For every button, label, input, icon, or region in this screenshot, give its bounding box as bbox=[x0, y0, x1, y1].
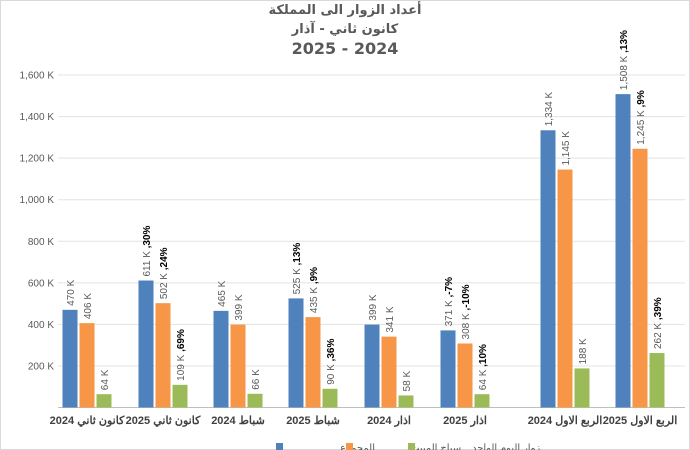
data-label: 1,245 K ,9% bbox=[636, 90, 647, 145]
data-label: 188 K bbox=[578, 338, 589, 364]
change-label: ,24% bbox=[159, 247, 170, 273]
data-label: 1,334 K bbox=[544, 91, 555, 126]
category-label: شباط 2025 bbox=[286, 415, 340, 427]
data-label: 470 K bbox=[66, 279, 77, 305]
y-tick-label: 600 K bbox=[28, 278, 54, 289]
bar bbox=[474, 394, 490, 408]
bar bbox=[138, 280, 154, 408]
change-label: ,13% bbox=[619, 30, 630, 56]
bar bbox=[230, 324, 246, 408]
bar bbox=[398, 395, 414, 408]
y-tick-label: 800 K bbox=[28, 237, 54, 248]
data-label: 1,508 K ,13% bbox=[619, 30, 630, 90]
y-tick-label: 1,600 K bbox=[20, 71, 55, 82]
y-tick-label: 1,400 K bbox=[20, 112, 55, 123]
bar bbox=[364, 324, 380, 408]
chart-title-line-1: أعداد الزوار الى المملكة bbox=[268, 1, 421, 18]
change-label: ,-10% bbox=[461, 284, 472, 313]
bar bbox=[457, 343, 473, 408]
change-label: ,39% bbox=[653, 297, 664, 323]
bar bbox=[172, 384, 188, 408]
chart-title-line-3: 2025 - 2024 bbox=[292, 39, 399, 58]
data-label: 465 K bbox=[217, 280, 228, 306]
category-label: اذار 2024 bbox=[367, 415, 411, 427]
change-label: ,30% bbox=[142, 225, 153, 251]
bar bbox=[557, 169, 573, 408]
bar bbox=[632, 148, 648, 408]
change-label: ,-7% bbox=[444, 277, 455, 300]
legend-swatch bbox=[408, 443, 415, 450]
category-label: الربع الاول 2024 bbox=[528, 415, 603, 427]
data-label: 341 K bbox=[385, 306, 396, 332]
data-label: 406 K bbox=[83, 293, 94, 319]
change-label: ,36% bbox=[326, 339, 337, 365]
data-label: 435 K ,9% bbox=[309, 267, 320, 313]
category-label: شباط 2024 bbox=[211, 415, 265, 427]
bar bbox=[96, 394, 112, 408]
legend-label: زوار اليوم الواحد bbox=[472, 443, 540, 450]
y-tick-label: 400 K bbox=[28, 320, 54, 331]
change-label: ,9% bbox=[636, 90, 647, 110]
data-label: 399 K bbox=[234, 294, 245, 320]
change-label: ,10% bbox=[478, 344, 489, 370]
data-label: 90 K ,36% bbox=[326, 339, 337, 385]
legend-label: سياح المبيت bbox=[410, 443, 461, 450]
category-label: كانون ثاني 2025 bbox=[126, 415, 201, 428]
data-label: 611 K ,30% bbox=[142, 225, 153, 276]
bar bbox=[615, 94, 631, 408]
bar bbox=[213, 310, 229, 408]
bar bbox=[79, 323, 95, 408]
bar bbox=[62, 309, 78, 408]
bar bbox=[247, 393, 263, 408]
data-label: 66 K bbox=[251, 369, 262, 390]
bar bbox=[305, 317, 321, 408]
change-label: ,69% bbox=[176, 329, 187, 355]
bar bbox=[288, 298, 304, 408]
category-label: اذار 2025 bbox=[443, 415, 487, 427]
y-tick-label: 1,000 K bbox=[20, 195, 55, 206]
change-label: ,9% bbox=[309, 267, 320, 287]
bar bbox=[155, 303, 171, 408]
data-label: 371 K ,-7% bbox=[444, 277, 455, 327]
data-label: 1,145 K bbox=[561, 131, 572, 166]
bar bbox=[322, 388, 338, 408]
data-label: 399 K bbox=[368, 294, 379, 320]
legend-swatch bbox=[346, 443, 353, 450]
bar bbox=[440, 330, 456, 408]
data-label: 502 K ,24% bbox=[159, 247, 170, 299]
y-tick-label: 1,200 K bbox=[20, 154, 55, 165]
data-label: 109 K ,69% bbox=[176, 329, 187, 381]
data-label: 58 K bbox=[402, 371, 413, 392]
chart-title-line-2: كانون ثاني - آذار bbox=[291, 20, 399, 37]
data-label: 64 K bbox=[100, 369, 111, 390]
category-label: الربع الاول 2025 bbox=[603, 415, 678, 427]
bar bbox=[381, 336, 397, 408]
legend-swatch bbox=[276, 443, 283, 450]
bar bbox=[649, 353, 665, 408]
data-label: 308 K ,-10% bbox=[461, 284, 472, 339]
data-label: 525 K ,13% bbox=[292, 243, 303, 295]
change-label: ,13% bbox=[292, 243, 303, 269]
y-tick-label: 200 K bbox=[28, 361, 54, 372]
legend-label: المجموع bbox=[340, 443, 375, 450]
bar bbox=[540, 130, 556, 408]
data-label: 262 K ,39% bbox=[653, 297, 664, 349]
data-label: 64 K ,10% bbox=[478, 344, 489, 390]
category-label: كانون ثاني 2024 bbox=[50, 415, 125, 428]
bar bbox=[574, 368, 590, 408]
